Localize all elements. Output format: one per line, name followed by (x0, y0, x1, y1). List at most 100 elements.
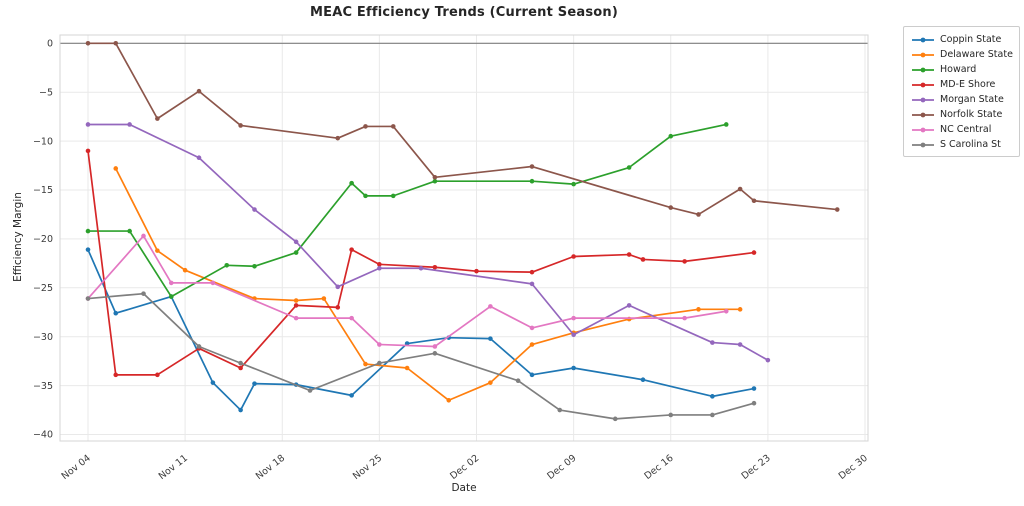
data-point-s-carolina-st (432, 351, 438, 356)
data-point-md-e-shore (640, 257, 646, 262)
data-point-nc-central (571, 315, 576, 321)
data-point-norfolk-state (432, 174, 438, 180)
data-point-morgan-state (127, 122, 132, 127)
legend-label: MD-E Shore (940, 79, 996, 90)
data-point-morgan-state (626, 303, 632, 308)
y-tick-label: −35 (33, 381, 53, 392)
y-tick-label: −20 (33, 234, 53, 245)
data-point-morgan-state (710, 340, 715, 345)
data-point-howard (626, 165, 632, 170)
data-point-md-e-shore (571, 254, 576, 259)
data-point-md-e-shore (626, 252, 632, 257)
data-point-morgan-state (765, 357, 771, 363)
data-point-morgan-state (85, 122, 91, 127)
data-point-delaware-state (488, 380, 493, 385)
data-point-coppin-state (113, 310, 119, 316)
data-point-s-carolina-st (377, 360, 382, 366)
data-point-howard (349, 180, 354, 186)
data-point-howard (168, 294, 174, 299)
x-tick-label: Dec 30 (837, 453, 870, 482)
data-point-coppin-state (488, 336, 493, 341)
data-point-nc-central (529, 325, 535, 331)
data-point-coppin-state (529, 372, 535, 378)
data-point-coppin-state (640, 377, 646, 383)
legend-line-icon (912, 67, 934, 72)
legend-line-icon (912, 52, 934, 57)
data-point-norfolk-state (238, 123, 243, 128)
data-point-md-e-shore (238, 365, 243, 371)
data-point-morgan-state (252, 207, 257, 212)
data-point-howard (668, 133, 674, 139)
data-point-delaware-state (113, 166, 119, 171)
legend-item-norfolk-state: Norfolk State (911, 107, 1012, 122)
data-point-coppin-state (751, 386, 757, 391)
data-point-delaware-state (321, 296, 327, 301)
data-point-norfolk-state (155, 116, 160, 121)
data-point-md-e-shore (751, 250, 757, 255)
data-point-s-carolina-st (710, 412, 715, 418)
x-tick-label: Dec 02 (448, 453, 481, 482)
legend-item-s-carolina-st: S Carolina St (911, 137, 1012, 152)
data-point-howard (390, 193, 396, 199)
data-point-s-carolina-st (238, 360, 243, 366)
legend-line-icon (912, 82, 934, 87)
data-point-morgan-state (418, 265, 424, 271)
y-tick-label: −25 (33, 283, 53, 294)
data-point-delaware-state (696, 307, 701, 312)
data-point-md-e-shore (293, 303, 299, 308)
data-point-howard (127, 228, 132, 234)
data-point-delaware-state (363, 361, 368, 367)
plot-background (60, 35, 868, 441)
data-point-nc-central (293, 315, 299, 321)
data-point-nc-central (210, 280, 216, 286)
y-tick-label: 0 (47, 39, 53, 50)
legend-label: Howard (940, 64, 977, 75)
data-point-norfolk-state (85, 41, 91, 46)
data-point-nc-central (141, 233, 146, 239)
data-point-howard (293, 250, 299, 255)
data-point-delaware-state (446, 397, 452, 403)
data-point-s-carolina-st (751, 400, 757, 406)
legend-item-coppin-state: Coppin State (911, 32, 1012, 47)
data-point-delaware-state (737, 307, 743, 312)
x-tick-label: Nov 11 (157, 453, 190, 482)
data-point-delaware-state (404, 365, 410, 371)
y-axis-label: Efficiency Margin (12, 192, 24, 282)
data-point-morgan-state (293, 239, 299, 245)
data-point-howard (529, 178, 535, 184)
x-tick-label: Dec 09 (545, 453, 578, 482)
plot-border (59, 34, 869, 442)
data-point-nc-central (488, 304, 493, 309)
y-tick-label: −5 (39, 87, 53, 98)
data-point-delaware-state (293, 298, 299, 303)
legend-line-icon (912, 142, 934, 147)
data-point-s-carolina-st (668, 412, 674, 418)
legend-line-icon (912, 37, 934, 42)
data-point-nc-central (349, 315, 354, 321)
data-point-coppin-state (210, 380, 216, 385)
data-point-coppin-state (571, 365, 576, 371)
data-point-howard (224, 263, 230, 268)
legend: Coppin State Delaware State Howard MD-E Sho… (903, 26, 1020, 157)
data-point-norfolk-state (390, 124, 396, 129)
data-point-delaware-state (182, 267, 188, 273)
legend-label: Delaware State (940, 49, 1013, 60)
data-point-morgan-state (377, 265, 382, 271)
x-axis-label: Date (451, 482, 477, 494)
data-point-md-e-shore (432, 264, 438, 270)
data-point-coppin-state (252, 381, 257, 386)
x-tick-label: Nov 18 (254, 453, 287, 482)
data-point-norfolk-state (834, 207, 840, 212)
data-point-howard (571, 181, 576, 187)
data-point-md-e-shore (155, 372, 160, 378)
data-point-md-e-shore (682, 259, 687, 264)
data-point-s-carolina-st (85, 296, 91, 301)
data-point-nc-central (377, 342, 382, 347)
data-point-md-e-shore (85, 148, 91, 154)
legend-line-icon (912, 127, 934, 132)
x-tick-label: Nov 04 (60, 453, 93, 482)
legend-item-delaware-state: Delaware State (911, 47, 1013, 62)
legend-label: Coppin State (940, 34, 1002, 45)
